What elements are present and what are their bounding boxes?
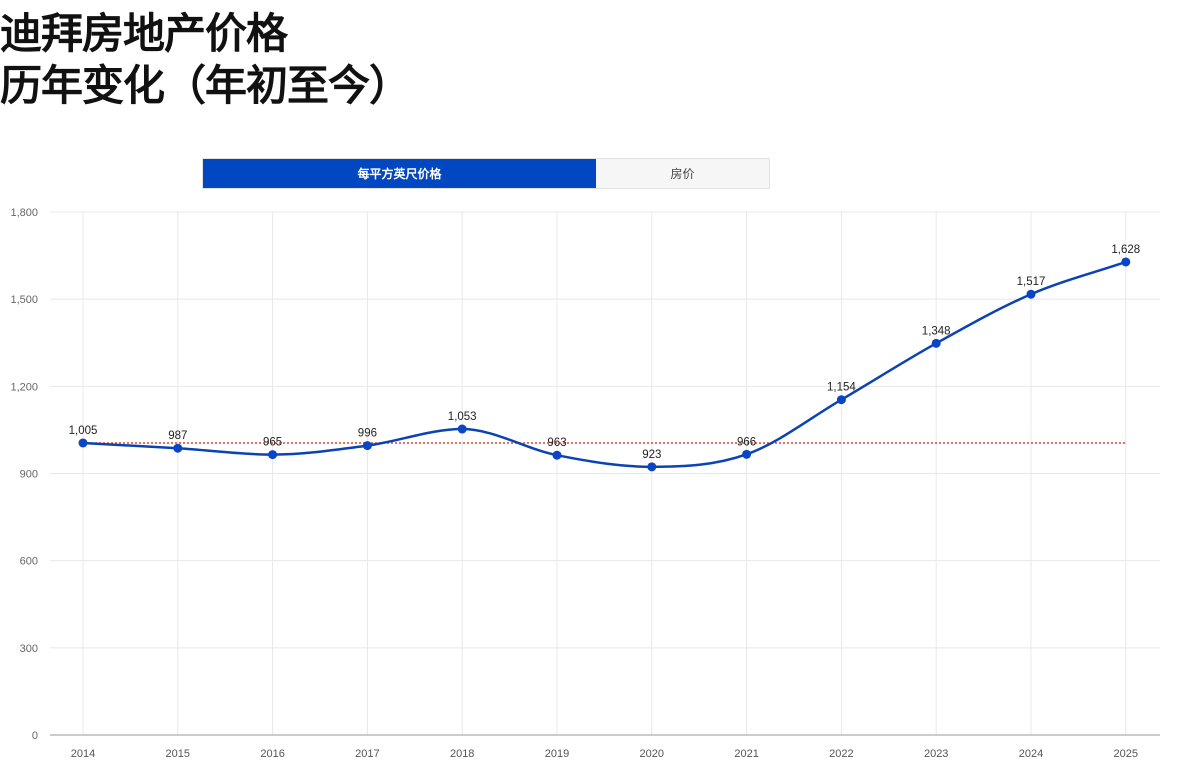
x-tick-label: 2023 <box>924 748 948 760</box>
data-label: 963 <box>547 437 566 449</box>
data-label: 1,628 <box>1111 244 1140 256</box>
data-label: 1,154 <box>827 382 856 394</box>
y-tick-label: 0 <box>32 730 38 742</box>
data-label: 1,053 <box>448 411 477 423</box>
data-point <box>457 424 467 434</box>
x-tick-label: 2022 <box>829 748 853 760</box>
grid-layer <box>50 211 1160 735</box>
data-label: 1,517 <box>1017 276 1046 288</box>
data-label: 987 <box>168 430 187 442</box>
x-tick-label: 2019 <box>545 748 569 760</box>
x-tick-label: 2020 <box>640 748 664 760</box>
y-tick-label: 1,800 <box>10 207 38 219</box>
page-title: 迪拜房地产价格 历年变化（年初至今） <box>0 8 411 112</box>
x-tick-label: 2017 <box>355 748 379 760</box>
y-tick-label: 900 <box>20 469 38 481</box>
data-point <box>1026 289 1036 299</box>
x-tick-label: 2021 <box>734 748 758 760</box>
data-label: 965 <box>263 437 282 449</box>
x-tick-label: 2015 <box>166 748 190 760</box>
data-point <box>552 450 562 460</box>
data-label-layer: 1,005 987 965 996 1,053 963 923 966 1,154 1,348 1,… <box>69 244 1141 461</box>
data-point <box>268 450 278 460</box>
x-tick-label: 2014 <box>71 748 95 760</box>
price-line-chart: 0 300 600 900 1,200 1,500 1,800 2014 2015 2016 201… <box>10 207 1160 760</box>
x-tick-label: 2024 <box>1019 748 1043 760</box>
data-point <box>836 395 846 405</box>
data-point <box>1121 257 1131 267</box>
y-tick-label: 600 <box>20 556 38 568</box>
data-label: 966 <box>737 436 756 448</box>
data-point <box>931 338 941 348</box>
x-tick-label: 2016 <box>260 748 284 760</box>
x-tick-label: 2025 <box>1114 748 1138 760</box>
y-tick-label: 300 <box>20 643 38 655</box>
y-tick-label: 1,200 <box>10 381 38 393</box>
property-price-tab[interactable]: 房价 <box>596 159 769 188</box>
data-point <box>647 462 657 472</box>
data-label: 996 <box>358 428 377 440</box>
data-label: 923 <box>642 449 661 461</box>
metric-toggle: 每平方英尺价格 房价 <box>202 158 770 189</box>
page-title-line-2: 历年变化（年初至今） <box>0 61 411 110</box>
series-layer <box>78 257 1131 472</box>
x-tick-label: 2018 <box>450 748 474 760</box>
data-label: 1,005 <box>69 425 98 437</box>
data-point <box>78 438 88 448</box>
axis-layer: 0 300 600 900 1,200 1,500 1,800 2014 2015 2016 201… <box>10 207 1160 760</box>
y-tick-label: 1,500 <box>10 294 38 306</box>
data-point <box>173 443 183 453</box>
data-point <box>742 449 752 459</box>
data-point <box>362 441 372 451</box>
price-series-line <box>82 260 1127 469</box>
data-label: 1,348 <box>922 325 951 337</box>
price-per-sqft-tab[interactable]: 每平方英尺价格 <box>203 159 596 188</box>
page-title-line-1: 迪拜房地产价格 <box>0 9 288 58</box>
